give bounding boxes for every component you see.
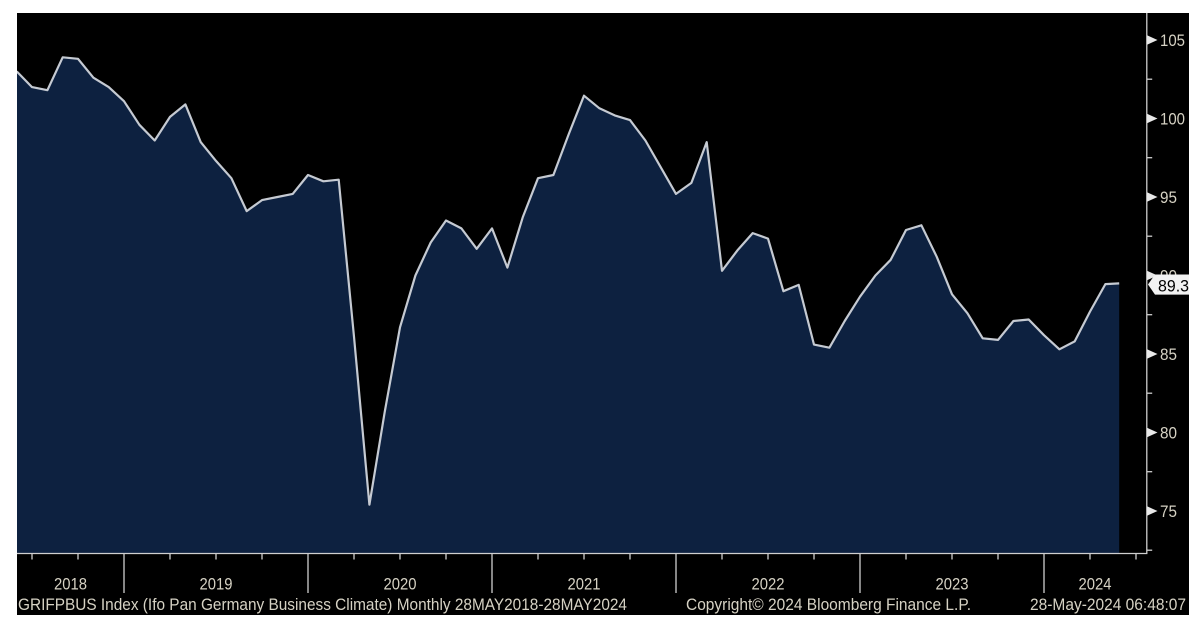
svg-text:Copyright© 2024 Bloomberg Fina: Copyright© 2024 Bloomberg Finance L.P. [686,595,971,614]
svg-text:95: 95 [1160,188,1177,207]
svg-text:100: 100 [1160,110,1185,129]
svg-text:2024: 2024 [1079,575,1112,594]
svg-text:2019: 2019 [200,575,233,594]
svg-text:28-May-2024 06:48:07: 28-May-2024 06:48:07 [1030,595,1186,614]
svg-text:GRIFPBUS Index (Ifo Pan German: GRIFPBUS Index (Ifo Pan Germany Business… [18,595,627,614]
svg-text:85: 85 [1160,345,1177,364]
svg-text:75: 75 [1160,502,1177,521]
svg-text:105: 105 [1160,31,1185,50]
svg-text:80: 80 [1160,424,1177,443]
svg-text:2023: 2023 [936,575,969,594]
svg-text:89.3: 89.3 [1158,277,1189,296]
svg-text:2020: 2020 [384,575,417,594]
svg-text:2018: 2018 [54,575,87,594]
svg-text:2022: 2022 [752,575,785,594]
svg-text:2021: 2021 [568,575,601,594]
